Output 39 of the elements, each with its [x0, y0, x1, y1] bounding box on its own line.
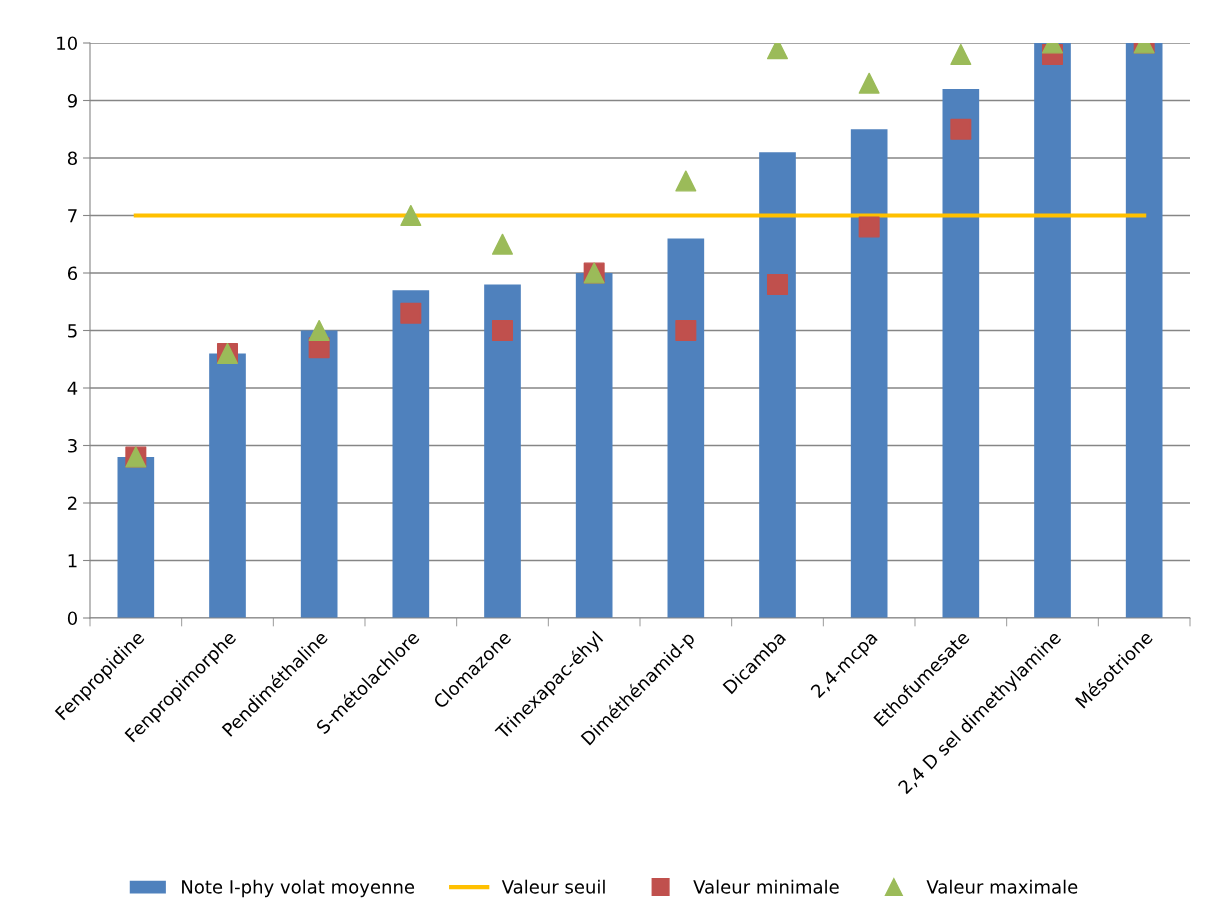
bar — [300, 330, 338, 618]
point — [950, 43, 972, 66]
y-tick-label: 5 — [68, 324, 77, 338]
y-tick-label: 10 — [57, 36, 77, 51]
point — [400, 302, 422, 324]
bar — [942, 89, 980, 618]
point — [950, 118, 972, 140]
y-tick-label: 8 — [67, 151, 77, 166]
y-tick-label: 0 — [67, 611, 77, 626]
point — [766, 273, 789, 296]
legend-label: Note I-phy volat moyenne — [182, 879, 415, 898]
legend-label: Valeur minimale — [693, 879, 839, 894]
point — [491, 319, 514, 342]
y-tick-label: 3 — [68, 438, 77, 453]
point — [491, 233, 514, 255]
bar — [667, 238, 705, 618]
point — [858, 72, 880, 94]
bar — [1125, 43, 1163, 618]
point — [308, 319, 330, 342]
y-tick-label: 1 — [68, 554, 77, 568]
point — [858, 216, 880, 238]
legend-label: Valeur seuil — [501, 879, 605, 894]
bar — [759, 152, 796, 618]
y-tick-label: 7 — [68, 209, 77, 223]
point — [675, 319, 697, 342]
y-tick-label: 9 — [67, 93, 77, 108]
y-tick-label: 2 — [68, 496, 77, 510]
bar — [1034, 43, 1071, 618]
bar — [850, 129, 888, 618]
bar — [392, 290, 430, 618]
point — [400, 204, 422, 227]
bar — [209, 353, 246, 618]
y-tick-label: 4 — [67, 381, 78, 395]
y-tick-label: 6 — [67, 266, 78, 281]
bar — [117, 457, 155, 618]
legend-label: Valeur maximale — [926, 879, 1078, 894]
bar — [575, 273, 613, 618]
bar — [484, 284, 521, 618]
point — [675, 170, 697, 192]
